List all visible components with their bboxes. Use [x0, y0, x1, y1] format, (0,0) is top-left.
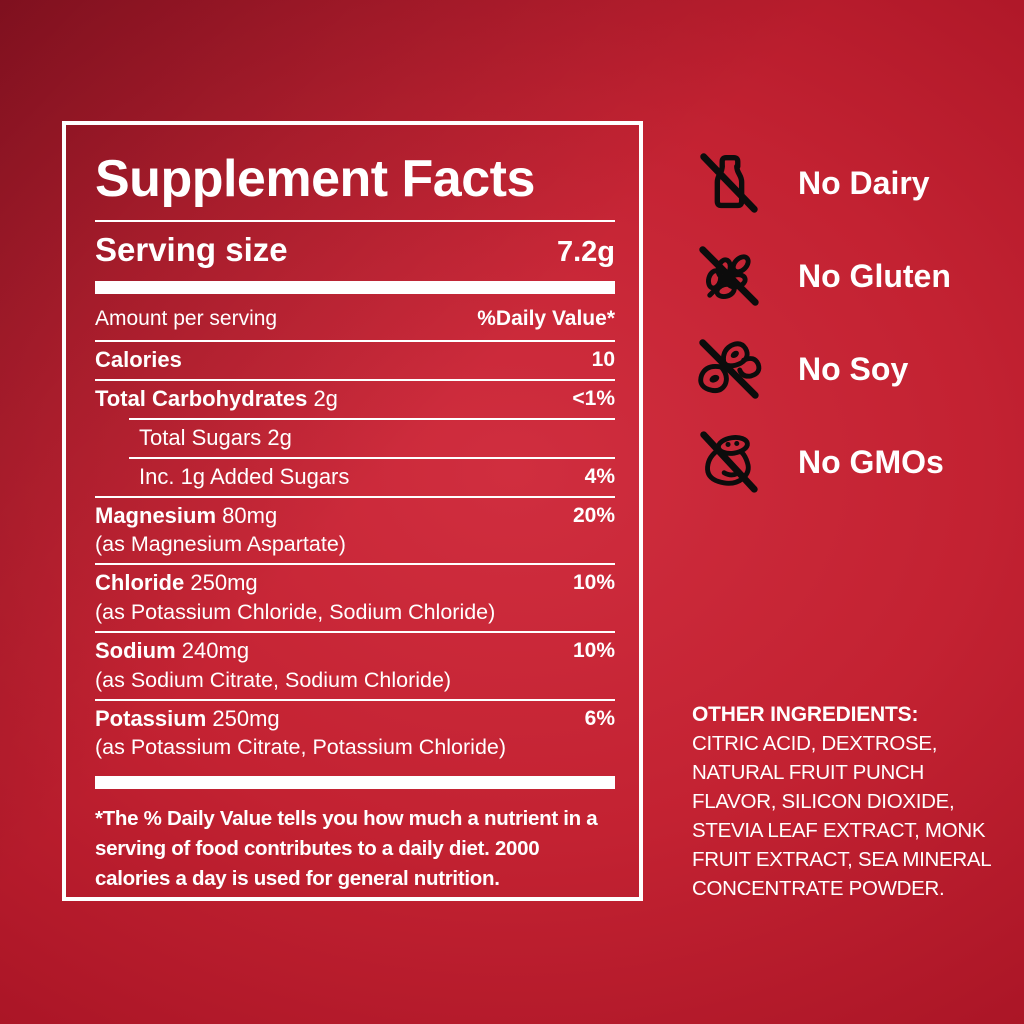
- no-gmos-icon: [700, 431, 758, 493]
- serving-size-row: Serving size 7.2g: [95, 222, 615, 281]
- nutrient-row: Sodium 240mg (as Sodium Citrate, Sodium …: [95, 633, 615, 701]
- supplement-facts-panel: Supplement Facts Serving size 7.2g Amoun…: [62, 121, 643, 901]
- no-dairy-icon: [700, 153, 758, 213]
- nutrient-row: Inc. 1g Added Sugars 4%: [95, 459, 615, 498]
- nutrient-row: Total Sugars 2g: [95, 420, 615, 459]
- divider-line: [95, 630, 615, 633]
- badge-no-gmos: No GMOs: [692, 425, 951, 499]
- daily-value: 20%: [572, 503, 615, 527]
- nutrient-name: Sodium: [95, 637, 176, 663]
- daily-value: 4%: [584, 464, 615, 488]
- other-ingredients-section: OTHER INGREDIENTS: CITRIC ACID, DEXTROSE…: [692, 700, 992, 903]
- thick-divider-bar: [95, 281, 615, 295]
- other-ingredients-line: STEVIA LEAF EXTRACT, MONK: [692, 819, 986, 842]
- other-ingredients-line: CONCENTRATE POWDER.: [692, 877, 945, 900]
- nutrient-name: Chloride: [95, 570, 185, 596]
- divider-line: [129, 417, 615, 420]
- other-ingredients-line: NATURAL FRUIT PUNCH: [692, 761, 924, 784]
- other-ingredients-line: FRUIT EXTRACT, SEA MINERAL: [692, 848, 992, 871]
- nutrient-source: (as Sodium Citrate, Sodium Chloride): [95, 667, 452, 692]
- daily-value-header: %Daily Value*: [477, 307, 615, 331]
- dietary-badges: No Dairy No Gluten: [692, 146, 951, 499]
- nutrient-rows: Calories 10 Total Carbohydrates 2g <1%: [95, 342, 615, 766]
- divider-line: [95, 495, 615, 498]
- amount-per-serving-header: Amount per serving: [95, 307, 278, 331]
- nutrient-amount: Total Sugars 2g: [139, 424, 292, 450]
- divider-line: [95, 220, 615, 223]
- nutrient-amount: 250mg: [212, 705, 280, 731]
- daily-value: 10%: [572, 638, 615, 662]
- footnote-line: serving of food contributes to a daily d…: [95, 837, 540, 861]
- nutrient-amount: 240mg: [181, 637, 250, 663]
- nutrient-name: Magnesium: [95, 502, 217, 528]
- daily-value: 10: [591, 348, 615, 372]
- nutrient-row: Magnesium 80mg (as Magnesium Aspartate) …: [95, 498, 615, 566]
- badge-label: No GMOs: [798, 443, 944, 480]
- divider-line: [95, 698, 615, 701]
- daily-value: <1%: [572, 387, 615, 411]
- other-ingredients-list: CITRIC ACID, DEXTROSE, NATURAL FRUIT PUN…: [692, 729, 992, 903]
- other-ingredients-line: FLAVOR, SILICON DIOXIDE,: [692, 790, 955, 813]
- serving-size-label: Serving size: [95, 231, 288, 269]
- other-ingredients-heading: OTHER INGREDIENTS:: [692, 703, 919, 726]
- nutrient-source: (as Potassium Chloride, Sodium Chloride): [95, 600, 496, 625]
- badge-label: No Soy: [798, 350, 909, 387]
- divider-line: [95, 340, 615, 343]
- nutrient-name: Total Carbohydrates: [95, 386, 308, 412]
- nutrient-amount: Inc. 1g Added Sugars: [139, 463, 350, 489]
- badge-no-soy: No Soy: [692, 332, 951, 406]
- nutrient-name: Potassium: [95, 705, 207, 731]
- daily-value: 10%: [572, 571, 615, 595]
- nutrient-amount: 250mg: [190, 570, 258, 596]
- thick-divider-bar: [95, 776, 615, 790]
- nutrient-amount: 2g: [313, 386, 338, 412]
- other-ingredients-line: CITRIC ACID, DEXTROSE,: [692, 732, 938, 755]
- nutrient-source: (as Magnesium Aspartate): [95, 532, 346, 557]
- footnote-line: *The % Daily Value tells you how much a …: [95, 807, 598, 831]
- serving-size-value: 7.2g: [556, 236, 615, 269]
- panel-title: Supplement Facts: [95, 150, 535, 208]
- no-gluten-icon: [699, 246, 759, 306]
- daily-value: 6%: [584, 706, 615, 730]
- nutrient-row: Total Carbohydrates 2g <1%: [95, 381, 615, 420]
- daily-value-footnote: *The % Daily Value tells you how much a …: [95, 804, 615, 894]
- nutrient-amount: 80mg: [222, 502, 278, 528]
- divider-line: [95, 379, 615, 382]
- badge-label: No Dairy: [798, 164, 930, 201]
- nutrient-row: Calories 10: [95, 342, 615, 382]
- no-soy-icon: [698, 339, 762, 399]
- badge-label: No Gluten: [798, 257, 951, 294]
- nutrient-row: Potassium 250mg (as Potassium Citrate, P…: [95, 701, 615, 767]
- badge-no-gluten: No Gluten: [692, 239, 951, 313]
- badge-no-dairy: No Dairy: [692, 146, 951, 220]
- column-header-row: Amount per serving %Daily Value*: [95, 294, 615, 340]
- nutrient-source: (as Potassium Citrate, Potassium Chlorid…: [95, 735, 507, 760]
- footnote-line: calories a day is used for general nutri…: [95, 867, 500, 891]
- nutrient-row: Chloride 250mg (as Potassium Chloride, S…: [95, 565, 615, 633]
- divider-line: [129, 456, 615, 459]
- nutrient-name: Calories: [95, 347, 182, 373]
- divider-line: [95, 563, 615, 566]
